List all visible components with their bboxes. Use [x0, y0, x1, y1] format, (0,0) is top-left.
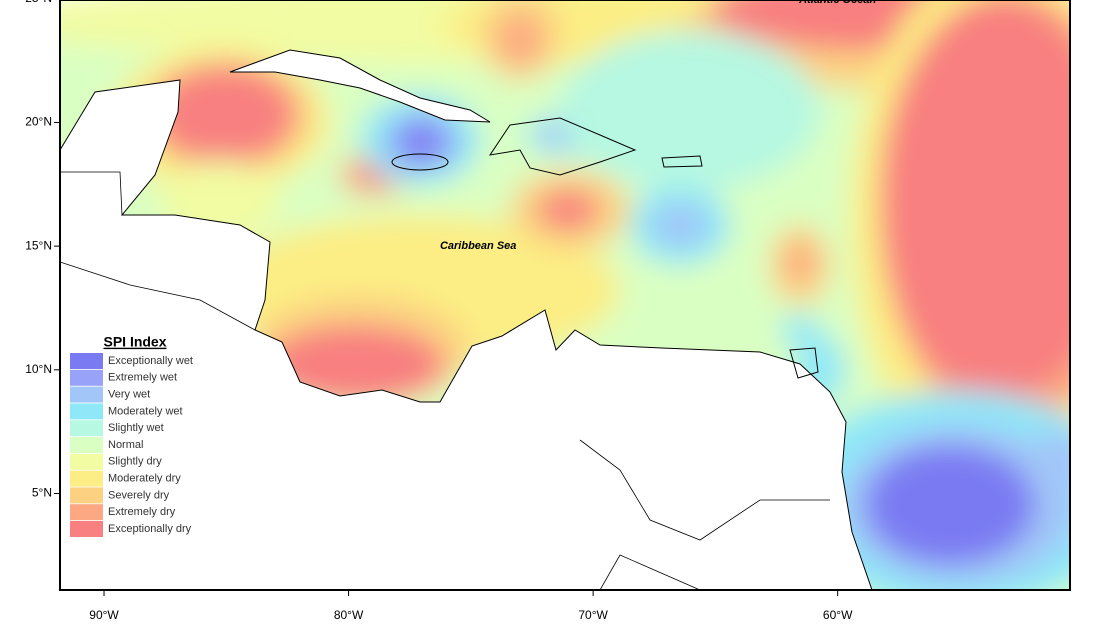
legend-swatch	[70, 369, 103, 386]
legend-swatch	[70, 470, 103, 487]
place-labels: Caribbean Sea Atlantic Ocean	[440, 0, 876, 252]
y-tick-label: 10°N	[25, 362, 52, 376]
legend-title: SPI Index	[103, 334, 166, 350]
legend-label: Moderately wet	[108, 405, 183, 417]
x-tick-label: 80°W	[334, 608, 364, 622]
legend-label: Extremely wet	[108, 372, 177, 384]
puerto-rico	[661, 155, 703, 168]
legend-swatch	[70, 403, 103, 420]
legend-label: Extremely dry	[108, 506, 176, 518]
x-tick-label: 90°W	[89, 608, 119, 622]
legend-label: Very wet	[108, 389, 150, 401]
legend-label: Slightly wet	[108, 422, 164, 434]
spi-region	[780, 315, 820, 345]
y-tick-label: 5°N	[32, 486, 52, 500]
x-tick-label: 60°W	[823, 608, 853, 622]
legend-swatch	[70, 353, 103, 369]
y-tick-label: 20°N	[25, 115, 52, 129]
land	[60, 79, 873, 590]
spi-region	[538, 190, 598, 230]
place-label: Atlantic Ocean	[798, 0, 876, 6]
legend-swatch	[70, 521, 103, 537]
y-tick-label: 15°N	[25, 238, 52, 252]
legend-swatch	[70, 386, 103, 403]
x-tick-label: 70°W	[578, 608, 608, 622]
y-tick-label: 25°N	[25, 0, 52, 5]
axes: 90°W 80°W 70°W 60°W 5°N 10°N 15°N 20°N 25°N	[25, 0, 853, 622]
cuba	[229, 49, 491, 123]
spi-region	[560, 30, 820, 190]
spi-region	[652, 203, 708, 247]
spi-region	[785, 242, 815, 282]
spi-region	[160, 70, 290, 160]
spi-region	[865, 445, 1035, 565]
spi-region	[498, 15, 542, 65]
trinidad	[789, 347, 819, 379]
legend-label: Severely dry	[108, 489, 170, 501]
legend-label: Normal	[108, 439, 143, 451]
legend-swatch	[70, 453, 103, 470]
spi-region	[400, 124, 440, 160]
map-frame	[59, 0, 1071, 591]
legend-label: Exceptionally dry	[108, 523, 192, 535]
legend-label: Moderately dry	[108, 473, 181, 485]
legend-swatch	[70, 437, 103, 453]
hispaniola	[488, 117, 637, 176]
legend: SPI Index Exceptionally wet Extremely wet…	[70, 334, 193, 537]
legend-swatch	[70, 420, 103, 437]
legend-swatch	[70, 487, 103, 504]
jamaica	[391, 153, 449, 171]
legend-label: Slightly dry	[108, 456, 162, 468]
spi-region	[1030, 430, 1070, 490]
spi-region	[880, 0, 1070, 400]
place-label: Caribbean Sea	[440, 240, 516, 252]
legend-label: Exceptionally wet	[108, 355, 193, 367]
border	[60, 171, 830, 590]
legend-swatch	[70, 504, 103, 521]
